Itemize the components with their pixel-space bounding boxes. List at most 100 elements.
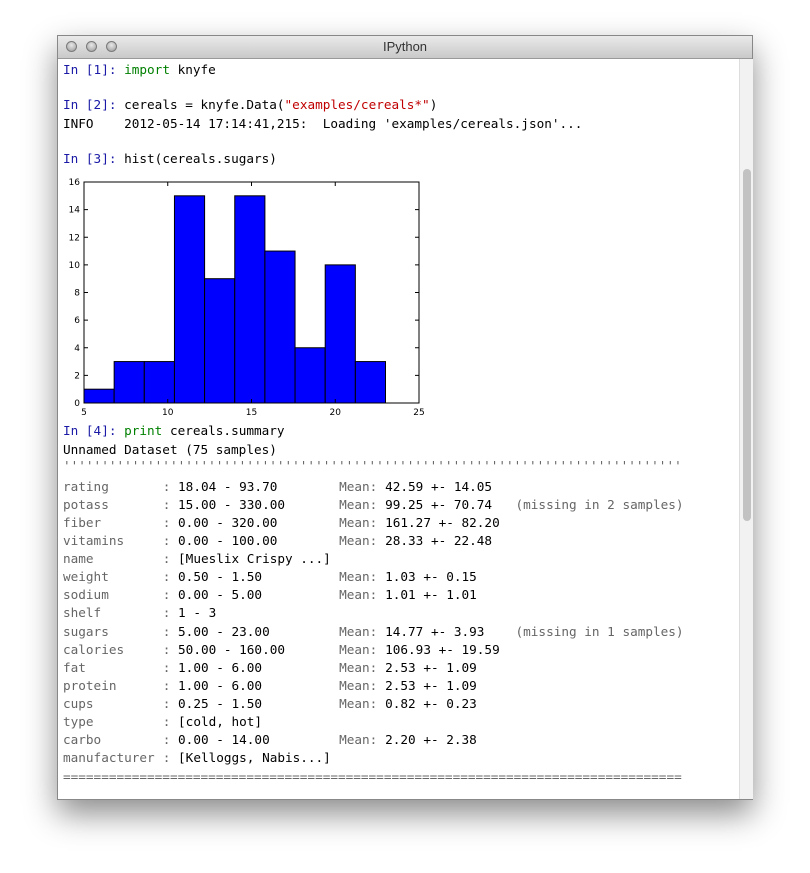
colon: : — [162, 713, 171, 729]
scroll-thumb[interactable] — [743, 169, 751, 521]
mean: 161.27 +- 82.20 — [385, 515, 500, 531]
mean-label: Mean: — [339, 623, 378, 639]
mean-label: Mean: — [339, 515, 378, 531]
mean-label: Mean: — [339, 731, 378, 747]
mean-label: Mean: — [339, 533, 378, 549]
x-tick-label: 5 — [81, 408, 87, 418]
colon: : — [162, 533, 171, 549]
mean-label: Mean: — [339, 479, 378, 494]
bar — [204, 278, 236, 404]
colon: : — [162, 569, 171, 585]
y-tick-label: 12 — [69, 233, 80, 243]
x-tick-label: 15 — [246, 408, 257, 418]
range: 0.00 - 14.00 — [178, 731, 270, 747]
range: [Kelloggs, Nabis...] — [178, 750, 331, 766]
field-name: sugars — [63, 623, 109, 639]
field-name: vitamins — [63, 533, 125, 549]
range: 0.00 - 320.00 — [178, 515, 278, 531]
output-line: INFO 2012-05-14 17:14:41,215: Loading 'e… — [63, 116, 583, 131]
y-tick-label: 6 — [74, 316, 80, 326]
field-name: manufacturer — [63, 750, 155, 766]
code: cereals.summary — [162, 423, 285, 438]
colon: : — [162, 750, 171, 766]
bar — [294, 347, 326, 404]
bar — [234, 195, 266, 404]
colon: : — [162, 623, 171, 639]
x-tick-label: 10 — [162, 408, 174, 418]
bar — [264, 250, 296, 404]
input-line: In [2]: cereals = knyfe.Data("examples/c… — [63, 97, 437, 115]
mean: 0.82 +- 0.23 — [385, 695, 477, 711]
mean: 2.20 +- 2.38 — [385, 731, 477, 747]
mean: 42.59 +- 14.05 — [385, 479, 493, 494]
mean: 99.25 +- 70.74 — [385, 497, 493, 513]
bar — [143, 361, 175, 404]
keyword: import — [124, 62, 170, 77]
x-tick-label: 25 — [413, 408, 424, 418]
code: ) — [429, 97, 438, 112]
mean-label: Mean: — [339, 677, 378, 693]
field-name: fat — [63, 659, 86, 675]
window-title: IPython — [382, 39, 428, 54]
window: IPython — [57, 35, 753, 800]
colon: : — [162, 479, 171, 494]
colon: : — [162, 695, 171, 711]
range: 1 - 3 — [178, 605, 217, 621]
field-name: shelf — [63, 605, 102, 621]
mean-label: Mean: — [339, 587, 378, 603]
range: 0.00 - 100.00 — [178, 533, 278, 549]
mean-label: Mean: — [339, 659, 378, 675]
field-name: carbo — [63, 731, 102, 747]
code: cereals = knyfe.Data( — [124, 97, 285, 112]
range: 15.00 - 330.00 — [178, 497, 285, 513]
range: 1.00 - 6.00 — [178, 677, 263, 693]
code: hist(cereals.sugars) — [124, 151, 277, 166]
field-name: potass — [63, 497, 109, 513]
mean-label: Mean: — [339, 641, 378, 657]
range: [Mueslix Crispy ...] — [178, 551, 331, 567]
zoom-button[interactable] — [106, 41, 117, 52]
colon: : — [162, 587, 171, 603]
colon: : — [162, 551, 171, 567]
range: 0.25 - 1.50 — [178, 695, 263, 711]
string: "examples/cereals*" — [284, 97, 430, 112]
field-name: sodium — [63, 587, 109, 603]
range: 5.00 - 23.00 — [178, 623, 270, 639]
y-tick-label: 0 — [74, 399, 80, 409]
input-line: In [1]: import knyfe — [63, 62, 216, 80]
range: [cold, hot] — [178, 713, 263, 729]
field-name: name — [63, 551, 94, 567]
field-name: fiber — [63, 515, 102, 531]
colon: : — [162, 497, 171, 513]
mean: 1.01 +- 1.01 — [385, 587, 477, 603]
prompt: In [1]: — [63, 62, 117, 77]
mean: 106.93 +- 19.59 — [385, 641, 500, 657]
bar — [354, 361, 387, 404]
scrollbar[interactable] — [739, 59, 753, 799]
x-tick-label: 20 — [330, 408, 342, 418]
field-name: weight — [63, 569, 109, 585]
keyword: print — [124, 423, 163, 438]
mean-label: Mean: — [339, 695, 378, 711]
histogram: 0 2 4 6 8 10 12 14 16 5 10 15 20 25 — [69, 178, 425, 418]
prompt: In [3]: — [63, 151, 117, 166]
bar — [324, 264, 356, 404]
close-button[interactable] — [66, 41, 77, 52]
range: 18.04 - 93.70 — [178, 479, 278, 494]
prompt: In [4]: — [63, 423, 117, 438]
colon: : — [162, 605, 171, 621]
colon: : — [162, 515, 171, 531]
y-tick-label: 2 — [74, 371, 80, 381]
mean: 1.03 +- 0.15 — [385, 569, 477, 585]
minimize-button[interactable] — [86, 41, 97, 52]
rule: ''''''''''''''''''''''''''''''''''''''''… — [63, 458, 682, 473]
rule: ========================================… — [63, 769, 682, 784]
range: 1.00 - 6.00 — [178, 659, 263, 675]
mean-label: Mean: — [339, 497, 378, 513]
range: 0.00 - 5.00 — [178, 587, 263, 603]
mean: 2.53 +- 1.09 — [385, 677, 477, 693]
mean: 14.77 +- 3.93 — [385, 623, 485, 639]
colon: : — [162, 731, 171, 747]
colon: : — [162, 659, 171, 675]
